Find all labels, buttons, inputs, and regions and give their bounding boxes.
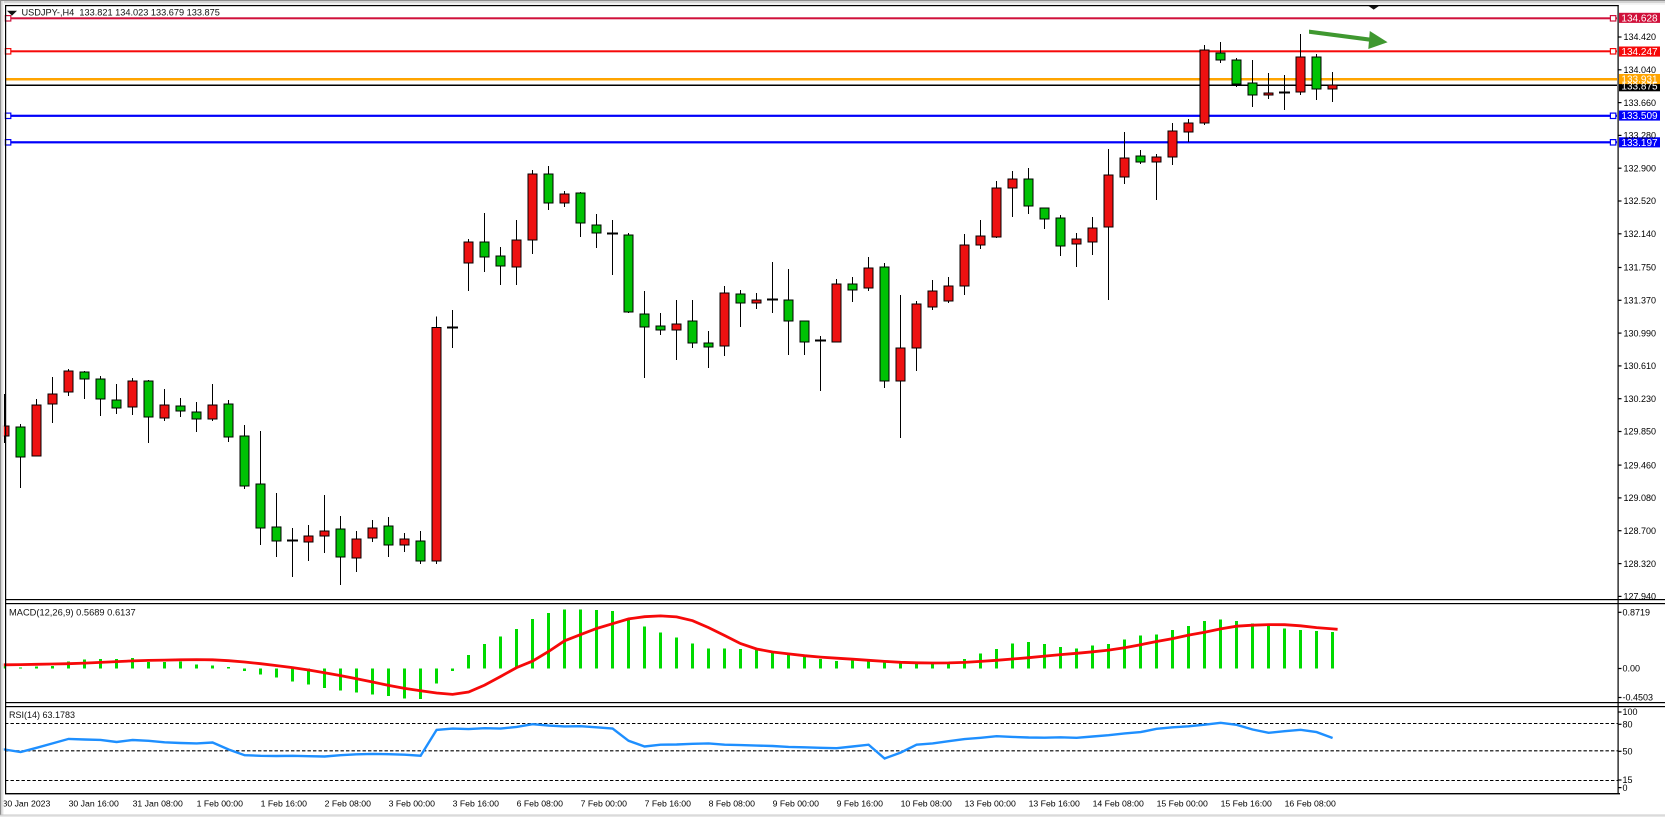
- svg-text:USDJPY-,H4 133.821 134.023 13: USDJPY-,H4 133.821 134.023 133.679 133.8…: [22, 8, 220, 18]
- svg-text:133.875: 133.875: [1621, 82, 1658, 93]
- svg-text:129.460: 129.460: [1624, 460, 1657, 470]
- svg-text:0.8719: 0.8719: [1623, 608, 1651, 618]
- svg-text:129.850: 129.850: [1624, 427, 1657, 437]
- svg-text:10 Feb 08:00: 10 Feb 08:00: [901, 799, 952, 809]
- svg-text:132.140: 132.140: [1624, 229, 1657, 239]
- svg-text:15 Feb 00:00: 15 Feb 00:00: [1157, 799, 1208, 809]
- svg-text:13 Feb 16:00: 13 Feb 16:00: [1029, 799, 1080, 809]
- svg-text:133.509: 133.509: [1621, 111, 1658, 122]
- svg-text:6 Feb 08:00: 6 Feb 08:00: [517, 799, 564, 809]
- svg-text:RSI(14) 63.1783: RSI(14) 63.1783: [9, 710, 75, 720]
- svg-text:7 Feb 16:00: 7 Feb 16:00: [645, 799, 692, 809]
- svg-text:134.420: 134.420: [1624, 32, 1657, 42]
- svg-text:3 Feb 00:00: 3 Feb 00:00: [389, 799, 436, 809]
- svg-text:128.700: 128.700: [1624, 526, 1657, 536]
- svg-text:133.660: 133.660: [1624, 98, 1657, 108]
- svg-text:80: 80: [1623, 720, 1633, 730]
- svg-text:0.00: 0.00: [1623, 664, 1641, 674]
- svg-text:134.628: 134.628: [1621, 13, 1658, 24]
- svg-text:134.247: 134.247: [1621, 47, 1658, 58]
- svg-text:1 Feb 00:00: 1 Feb 00:00: [197, 799, 244, 809]
- svg-text:130.230: 130.230: [1624, 394, 1657, 404]
- svg-text:130.990: 130.990: [1624, 328, 1657, 338]
- svg-text:50: 50: [1623, 747, 1633, 757]
- svg-text:127.940: 127.940: [1624, 592, 1657, 602]
- svg-text:7 Feb 00:00: 7 Feb 00:00: [581, 799, 628, 809]
- svg-text:132.520: 132.520: [1624, 196, 1657, 206]
- svg-text:130.610: 130.610: [1624, 361, 1657, 371]
- svg-text:129.080: 129.080: [1624, 493, 1657, 503]
- svg-text:15 Feb 16:00: 15 Feb 16:00: [1221, 799, 1272, 809]
- svg-text:13 Feb 00:00: 13 Feb 00:00: [965, 799, 1016, 809]
- svg-text:MACD(12,26,9) 0.5689 0.6137: MACD(12,26,9) 0.5689 0.6137: [9, 607, 136, 617]
- svg-text:132.900: 132.900: [1624, 163, 1657, 173]
- svg-text:-0.4503: -0.4503: [1623, 693, 1654, 703]
- svg-text:9 Feb 00:00: 9 Feb 00:00: [773, 799, 820, 809]
- svg-text:31 Jan 08:00: 31 Jan 08:00: [133, 799, 183, 809]
- svg-text:16 Feb 08:00: 16 Feb 08:00: [1285, 799, 1336, 809]
- svg-text:133.197: 133.197: [1621, 138, 1658, 149]
- svg-text:9 Feb 16:00: 9 Feb 16:00: [837, 799, 884, 809]
- svg-text:30 Jan 2023: 30 Jan 2023: [3, 799, 51, 809]
- svg-text:1 Feb 16:00: 1 Feb 16:00: [261, 799, 308, 809]
- svg-text:0: 0: [1623, 783, 1628, 793]
- svg-text:14 Feb 08:00: 14 Feb 08:00: [1093, 799, 1144, 809]
- svg-text:15: 15: [1623, 775, 1633, 785]
- svg-text:134.040: 134.040: [1624, 65, 1657, 75]
- svg-text:3 Feb 16:00: 3 Feb 16:00: [453, 799, 500, 809]
- svg-text:131.750: 131.750: [1624, 263, 1657, 273]
- svg-text:30 Jan 16:00: 30 Jan 16:00: [69, 799, 119, 809]
- svg-text:133.931: 133.931: [1621, 75, 1658, 86]
- svg-text:133.280: 133.280: [1624, 131, 1657, 141]
- svg-text:131.370: 131.370: [1624, 296, 1657, 306]
- svg-text:2 Feb 08:00: 2 Feb 08:00: [325, 799, 372, 809]
- svg-text:100: 100: [1623, 707, 1638, 717]
- svg-text:8 Feb 08:00: 8 Feb 08:00: [709, 799, 756, 809]
- svg-text:128.320: 128.320: [1624, 559, 1657, 569]
